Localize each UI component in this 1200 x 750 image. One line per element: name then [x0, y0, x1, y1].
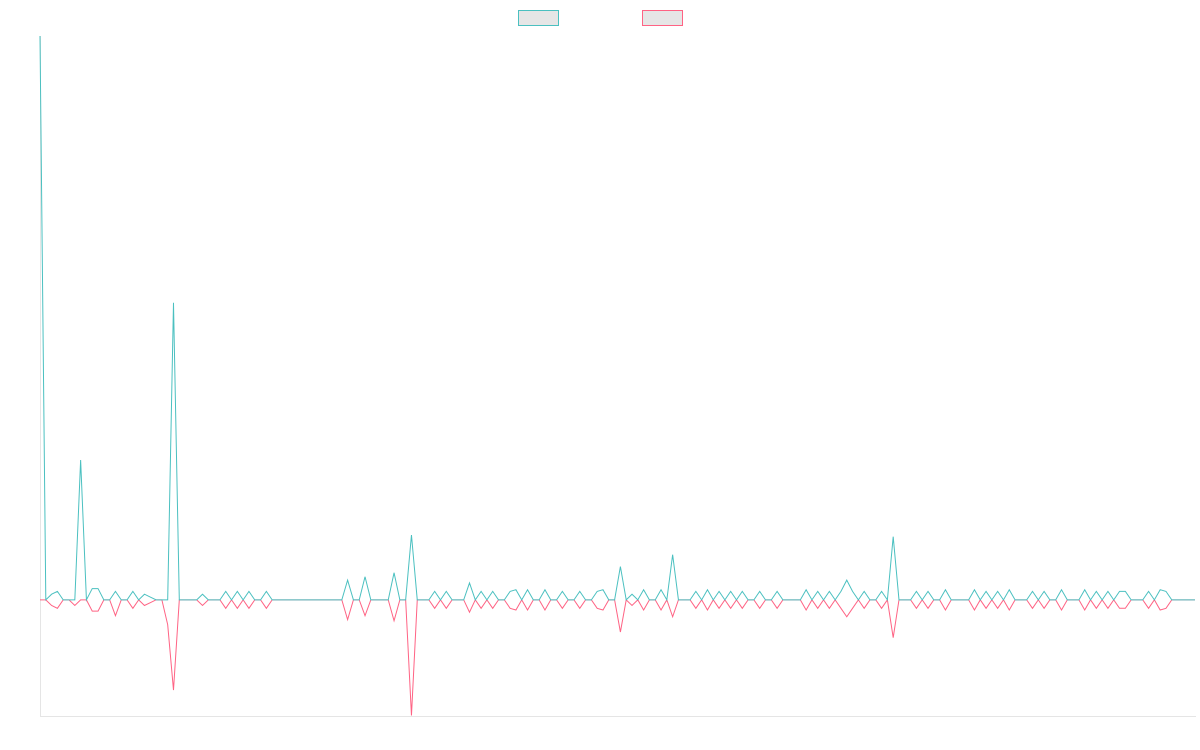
legend-swatch [518, 10, 559, 26]
line-series [39, 35, 1195, 602]
legend-swatch [642, 10, 683, 26]
line-series [40, 598, 1195, 716]
